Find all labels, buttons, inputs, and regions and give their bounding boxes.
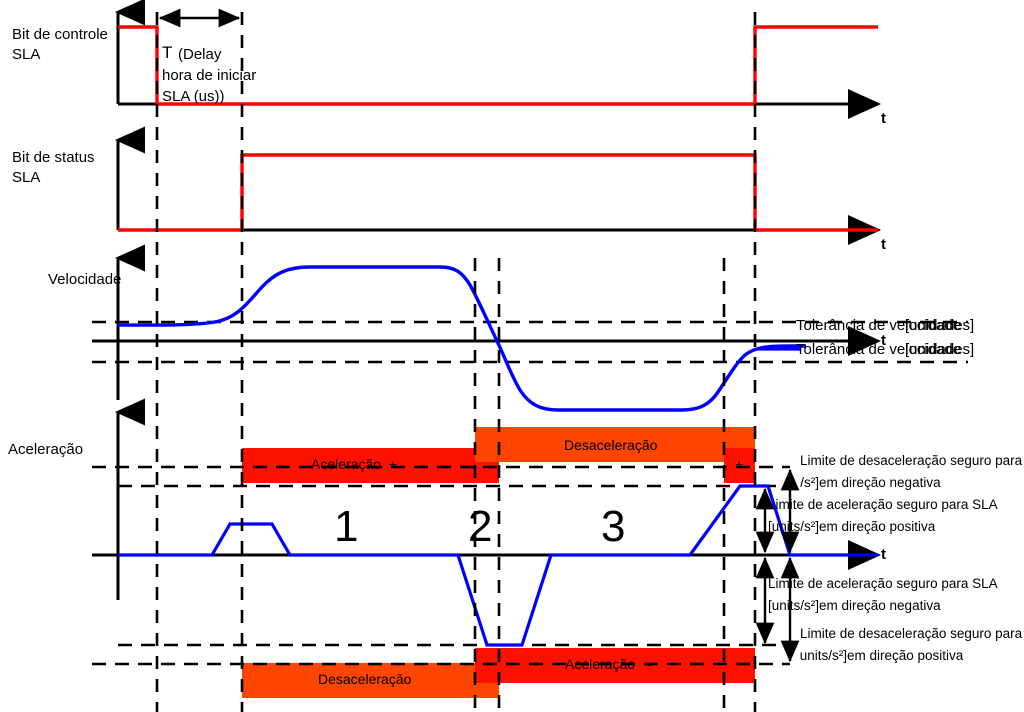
row-acceleration (92, 398, 881, 698)
velocity-curve (117, 265, 806, 412)
velocity-label: Velocidade (48, 271, 122, 288)
bar-desaceleracao-upper (475, 427, 755, 462)
phase-number-2: 2 (468, 502, 493, 551)
limit-accel-negative-line2: [units/s²]em direção negativa (768, 598, 941, 613)
bar-plus-upper (724, 448, 755, 483)
bar-label-desaceleracao-lower: Desaceleração (318, 671, 412, 687)
limit-accel-positive-block: Limite de aceleração seguro para SLA [un… (768, 496, 1024, 540)
limit-decel-negative-block: Limite de desaceleração seguro para SLA … (800, 452, 1024, 496)
time-marker-lines (155, 12, 757, 712)
limit-decel-negative-line1: Limite de desaceleração seguro para SLA (800, 453, 1023, 468)
status-bit-label-line2: SLA (12, 169, 41, 186)
bar-label-desaceleracao-upper: Desaceleração (564, 437, 658, 453)
velocity-tolerance-lower-text: Tolerância de velocidade (796, 341, 962, 358)
delay-label-line3: SLA (us)) (162, 88, 225, 105)
velocity-tolerance-upper-units: [unidades] (905, 317, 975, 334)
bar-desaceleracao-lower (242, 663, 499, 698)
axis-label-t-acceleration: t (881, 546, 886, 563)
limit-measure-arrows (755, 468, 800, 663)
limit-accel-negative-line1: Limite de aceleração seguro para SLA (768, 576, 998, 591)
bar-aceleracao-positiva (242, 448, 499, 483)
limit-accel-negative-block: Limite de aceleração seguro para SLA [un… (768, 575, 1024, 619)
row-status-bit (115, 126, 881, 245)
limit-decel-positive-line2: [units/s²]em direção positiva (800, 648, 964, 663)
control-bit-label-line2: SLA (12, 46, 41, 63)
status-bit-label-line1: Bit de status (12, 149, 95, 166)
velocity-tolerance-lower-units: [unidades] (905, 341, 975, 358)
delay-label-delay: (Delay (178, 46, 222, 63)
axis-label-t-control: t (881, 110, 886, 127)
velocity-tolerance-upper-text: Tolerância de velocidade (796, 317, 962, 334)
limit-decel-positive-block: Limite de desaceleração seguro para SLA … (800, 625, 1024, 669)
bar-label-aceleracao-positiva: Aceleração + (311, 456, 397, 472)
limit-decel-positive-line1: Limite de desaceleração seguro para SLA (800, 626, 1023, 641)
axis-label-t-velocity: t (881, 332, 886, 349)
bar-label-aceleracao-negativa: Aceleração - (565, 656, 652, 672)
acceleration-label: Aceleração (8, 441, 84, 458)
delay-label-T: T (162, 43, 173, 62)
row-velocity (92, 244, 968, 412)
phase-number-1: 1 (334, 502, 359, 551)
control-bit-waveform (118, 25, 878, 106)
limit-decel-negative-line2: [units/s²]em direção negativa (800, 475, 941, 490)
limit-accel-positive-line1: Limite de aceleração seguro para SLA (768, 497, 998, 512)
control-bit-label-line1: Bit de controle (12, 26, 108, 43)
acceleration-curve (118, 484, 878, 647)
bar-aceleracao-negativa (475, 648, 755, 683)
status-bit-waveform (118, 153, 878, 232)
bar-label-plus-upper: + (735, 456, 744, 472)
delay-label-line2: hora de iniciar (162, 67, 257, 84)
phase-number-3: 3 (601, 502, 626, 551)
limit-accel-positive-line2: [units/s²]em direção positiva (768, 519, 936, 534)
axis-label-t-status: t (881, 236, 886, 253)
row-control-bit (115, 0, 881, 119)
